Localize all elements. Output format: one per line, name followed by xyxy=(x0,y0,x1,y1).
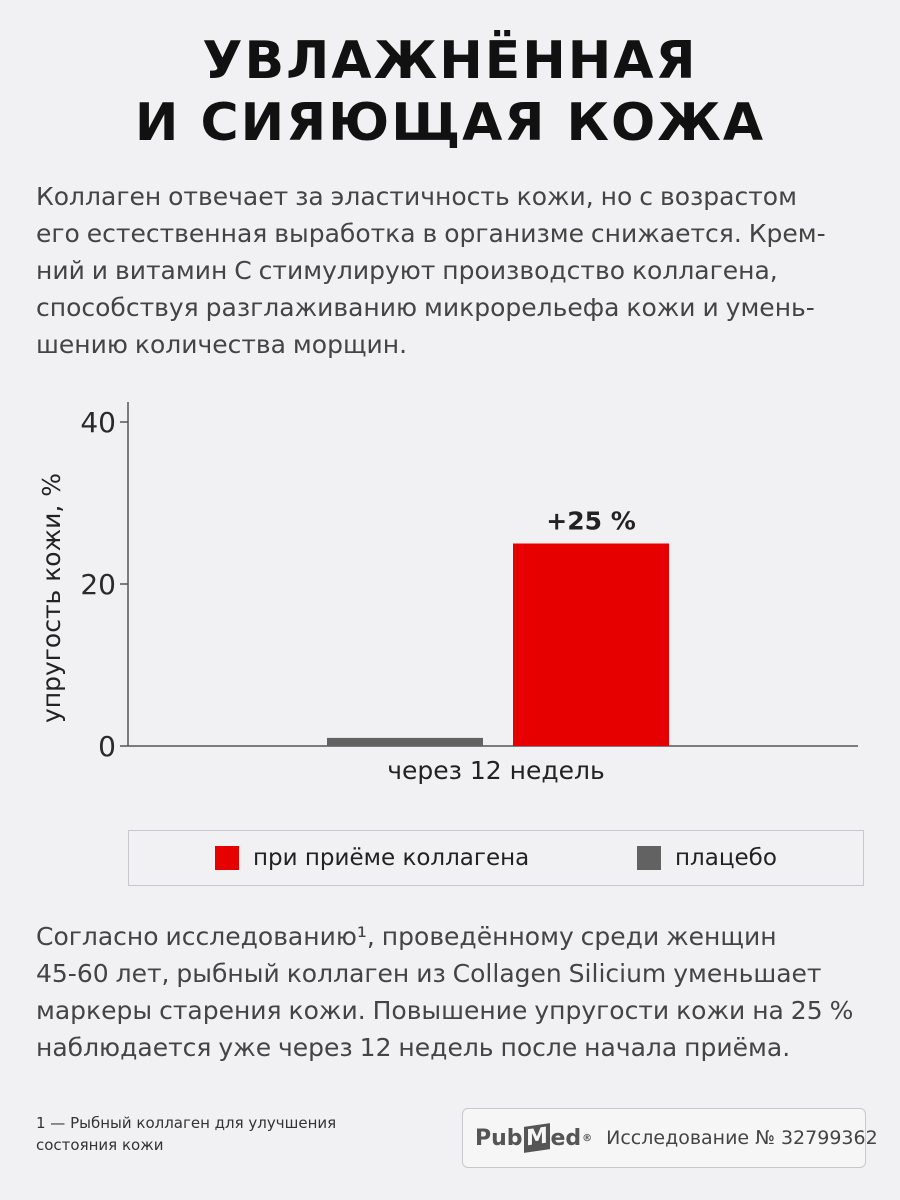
legend-item-collagen: при приёме коллагена xyxy=(215,831,529,885)
page-title: УВЛАЖНЁННАЯ И СИЯЮЩАЯ КОЖА xyxy=(0,30,900,154)
legend-label-collagen: при приёме коллагена xyxy=(253,845,530,871)
study-line: 45-60 лет, рыбный коллаген из Collagen S… xyxy=(36,959,822,988)
y-tick-label: 40 xyxy=(80,406,116,439)
y-axis-label: упругость кожи, % xyxy=(37,473,66,723)
chart-legend: при приёме коллагена плацебо xyxy=(128,830,864,886)
study-line: маркеры старения кожи. Повышение упругос… xyxy=(36,996,854,1025)
x-category-label: через 12 недель xyxy=(387,756,605,785)
intro-line: шению количества морщин. xyxy=(36,330,408,359)
study-paragraph: Согласно исследованию¹, проведённому сре… xyxy=(36,918,866,1066)
legend-item-placebo: плацебо xyxy=(637,831,777,885)
footnote: 1 — Рыбный коллаген для улучшения состоя… xyxy=(36,1112,416,1156)
intro-line: Коллаген отвечает за эластичность кожи, … xyxy=(36,182,797,211)
pubmed-logo-m: M xyxy=(523,1123,550,1153)
footnote-line-1: 1 — Рыбный коллаген для улучшения xyxy=(36,1114,337,1132)
intro-paragraph: Коллаген отвечает за эластичность кожи, … xyxy=(36,178,866,363)
legend-swatch-collagen xyxy=(215,846,239,870)
bar-placebo xyxy=(327,737,483,746)
bar-chart: 0 20 40 упругость кожи, % +25 % через 12 неде… xyxy=(37,402,858,785)
intro-line: ний и витамин С стимулируют производство… xyxy=(36,256,778,285)
registered-mark: ® xyxy=(582,1132,593,1144)
title-line-1: УВЛАЖНЁННАЯ xyxy=(202,31,698,91)
study-line: Согласно исследованию¹, проведённому сре… xyxy=(36,922,777,951)
legend-swatch-placebo xyxy=(637,846,661,870)
y-tick-label: 0 xyxy=(98,730,116,763)
legend-label-placebo: плацебо xyxy=(675,845,777,871)
title-line-2: И СИЯЮЩАЯ КОЖА xyxy=(134,93,766,153)
data-label: +25 % xyxy=(546,507,636,536)
y-tick-label: 20 xyxy=(80,568,116,601)
pubmed-logo-ed: ed xyxy=(550,1125,582,1151)
study-reference: Исследование № 32799362 xyxy=(606,1127,878,1149)
pubmed-logo-pub: Pub xyxy=(475,1125,523,1151)
study-line: наблюдается уже через 12 недель после на… xyxy=(36,1033,791,1062)
footnote-line-2: состояния кожи xyxy=(36,1136,164,1154)
bar-collagen xyxy=(513,543,669,746)
intro-line: способствуя разглаживанию микрорельефа к… xyxy=(36,293,815,322)
intro-line: его естественная выработка в организме с… xyxy=(36,219,826,248)
